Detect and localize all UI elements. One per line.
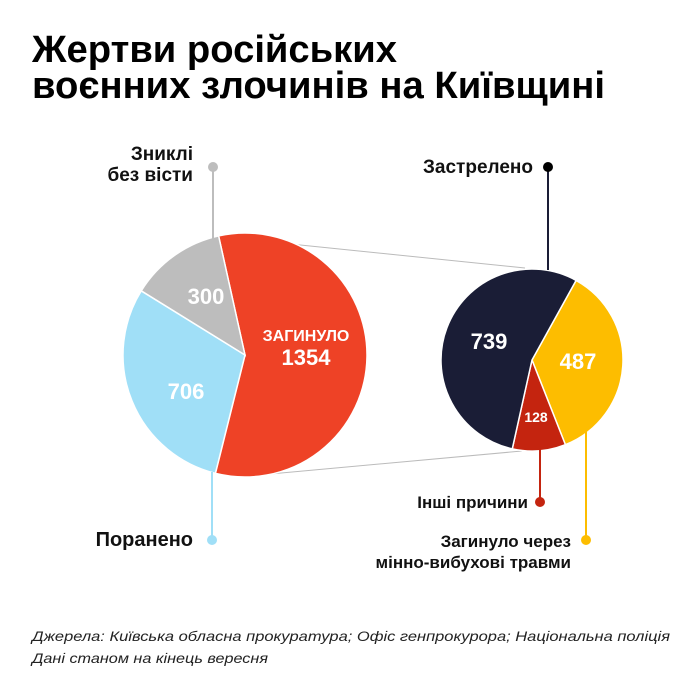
leader-shot	[543, 162, 553, 270]
value-other: 128	[524, 409, 548, 425]
value-killed-label: ЗАГИНУЛО	[263, 328, 350, 345]
label-shot: Застрелено	[423, 157, 533, 178]
leader-missing	[208, 162, 218, 243]
footer-date: Дані станом на кінець вересня	[30, 650, 269, 666]
pie-slice-зниклі-без-вісти	[140, 234, 247, 357]
label-wounded: Поранено	[96, 529, 193, 551]
title-line-2: воєнних злочинів на Київщині	[32, 65, 605, 107]
label-mines-1: Загинуло через	[441, 532, 571, 551]
zoom-connector-bottom	[247, 450, 523, 477]
footer-sources: Джерела: Київська обласна прокуратура; О…	[30, 628, 671, 644]
leader-wounded	[207, 472, 217, 545]
label-missing-1: Зниклі	[131, 144, 193, 165]
killed-breakdown-pie	[440, 268, 624, 452]
label-mines-2: мінно-вибухові травми	[376, 553, 571, 572]
value-wounded: 706	[168, 379, 205, 404]
value-shot: 739	[471, 329, 508, 354]
value-missing: 300	[188, 284, 225, 309]
value-mines: 487	[560, 349, 597, 374]
title-line-1: Жертви російських	[31, 29, 397, 71]
label-missing-2: без вісти	[107, 165, 193, 186]
label-other: Інші причини	[417, 493, 528, 512]
pie-slice-загинуло	[214, 232, 368, 478]
leader-other	[535, 446, 545, 507]
value-killed: 1354	[282, 345, 332, 370]
main-pie	[122, 232, 368, 478]
leader-mines	[581, 430, 591, 545]
pie-slice-застрелено	[440, 268, 578, 450]
